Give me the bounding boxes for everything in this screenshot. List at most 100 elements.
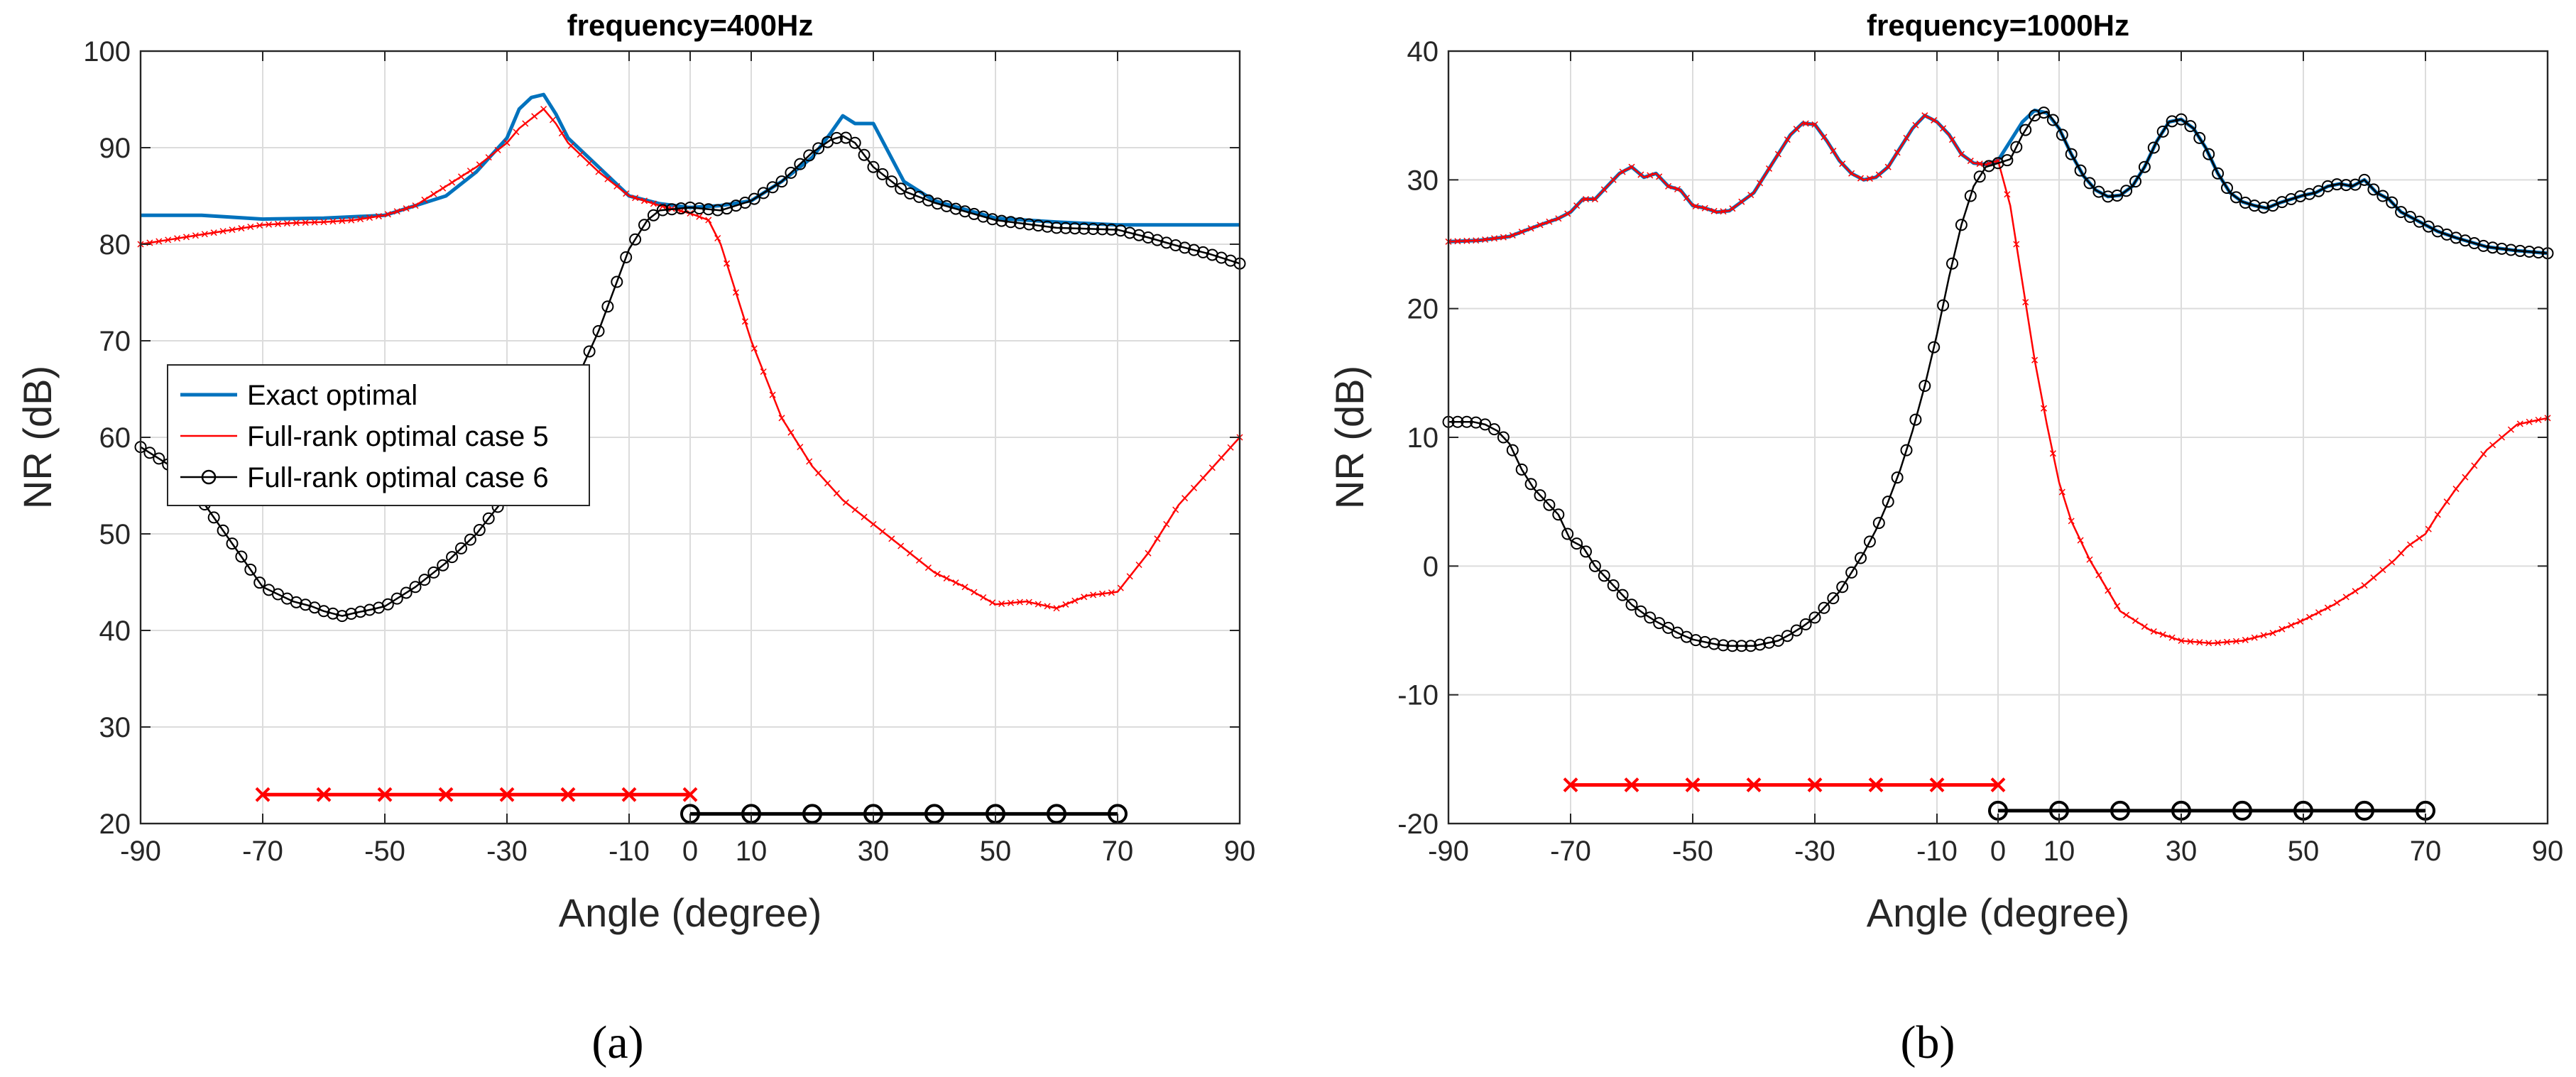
x-tick-label: -70 <box>1550 836 1591 867</box>
data-point <box>1735 640 1748 652</box>
data-point <box>1909 413 1922 426</box>
data-point <box>2422 220 2435 233</box>
data-point <box>1674 185 1681 193</box>
x-tick-label: 10 <box>2043 836 2075 867</box>
data-point <box>1561 527 1574 540</box>
data-point <box>2004 191 2011 198</box>
data-point <box>1919 379 1931 392</box>
data-point <box>2379 567 2386 574</box>
data-point <box>1855 552 1867 564</box>
data-point <box>192 232 199 239</box>
data-point <box>409 581 422 594</box>
x-tick-label: -10 <box>608 836 650 867</box>
data-point <box>2269 630 2276 637</box>
data-point <box>540 106 547 113</box>
data-point <box>611 275 623 288</box>
data-point <box>1582 196 1590 203</box>
data-point <box>1903 134 1910 141</box>
data-point <box>2313 185 2325 197</box>
data-point <box>1117 584 1124 591</box>
data-point <box>1600 186 1608 193</box>
data-point <box>2340 179 2352 192</box>
data-point <box>1625 598 1638 611</box>
data-point <box>366 214 373 222</box>
data-point <box>760 368 767 376</box>
data-point <box>1973 170 1986 183</box>
data-point <box>1647 172 1654 179</box>
data-point <box>870 520 877 527</box>
data-point <box>2278 625 2286 633</box>
data-point <box>1836 581 1849 594</box>
data-point <box>998 600 1005 607</box>
data-point <box>2406 541 2414 548</box>
data-point <box>2324 604 2331 611</box>
data-point <box>2129 175 2141 188</box>
data-point <box>897 542 905 550</box>
data-point <box>711 204 724 217</box>
x-tick-label: -50 <box>364 836 405 867</box>
data-point <box>1461 415 1473 428</box>
data-point <box>1573 202 1581 209</box>
data-point <box>2349 178 2362 191</box>
data-point <box>485 154 492 161</box>
x-tick-label: 70 <box>2410 836 2442 867</box>
data-point <box>2038 106 2050 119</box>
data-point <box>1754 638 1767 651</box>
data-point <box>915 557 923 564</box>
data-point <box>815 469 822 476</box>
data-point <box>943 575 950 582</box>
data-point <box>952 579 959 586</box>
data-point <box>247 223 254 231</box>
data-point <box>2221 182 2233 195</box>
data-point <box>2156 125 2169 138</box>
data-point <box>1967 158 1974 165</box>
data-point <box>1188 244 1200 256</box>
x-tick-label: 30 <box>2166 836 2198 867</box>
data-point <box>1808 611 1821 624</box>
data-point <box>2010 141 2023 153</box>
data-point <box>1190 484 1198 491</box>
data-point <box>2212 167 2225 180</box>
data-point <box>1509 231 1516 239</box>
data-point <box>986 213 999 226</box>
data-point <box>1746 777 1762 793</box>
data-point <box>1473 237 1480 244</box>
data-point <box>724 260 731 267</box>
data-point <box>2175 113 2188 126</box>
data-point <box>2203 148 2215 160</box>
chart-panel-b: -90 -70 -50 -30 -10 0 10 30 50 70 90 -20 -10 0 10 20 30 4… <box>1327 9 2563 1068</box>
data-point <box>2504 244 2517 256</box>
data-point <box>842 499 849 506</box>
data-point <box>830 131 843 144</box>
x-tick-label: 90 <box>2532 836 2564 867</box>
data-point <box>400 586 413 599</box>
data-point <box>2532 246 2545 259</box>
data-point <box>1013 217 1026 229</box>
data-point <box>1821 133 1828 141</box>
data-point <box>583 345 596 358</box>
data-point <box>2110 800 2130 821</box>
data-point <box>824 480 831 487</box>
data-point <box>1044 603 1051 610</box>
data-point <box>2215 639 2222 646</box>
data-point <box>693 202 706 215</box>
data-point <box>2095 572 2102 579</box>
chart-panel-a: -90 -70 -50 -30 -10 0 10 30 50 70 90 20 30 40 50 60 70 80… <box>15 9 1255 1068</box>
data-point <box>316 787 332 802</box>
data-point <box>1931 116 1938 124</box>
data-point <box>592 324 605 337</box>
data-point <box>437 559 449 572</box>
data-point <box>403 205 410 212</box>
data-point <box>155 238 163 245</box>
data-point <box>256 222 263 229</box>
data-point <box>1610 176 1617 183</box>
data-point <box>2150 628 2157 635</box>
data-point <box>1653 617 1666 630</box>
data-point <box>1928 341 1941 354</box>
data-point <box>1497 431 1510 444</box>
data-point <box>885 175 898 188</box>
x-tick-label: 50 <box>2288 836 2320 867</box>
data-point <box>1105 223 1118 236</box>
data-point <box>675 202 687 215</box>
data-point <box>207 511 220 524</box>
